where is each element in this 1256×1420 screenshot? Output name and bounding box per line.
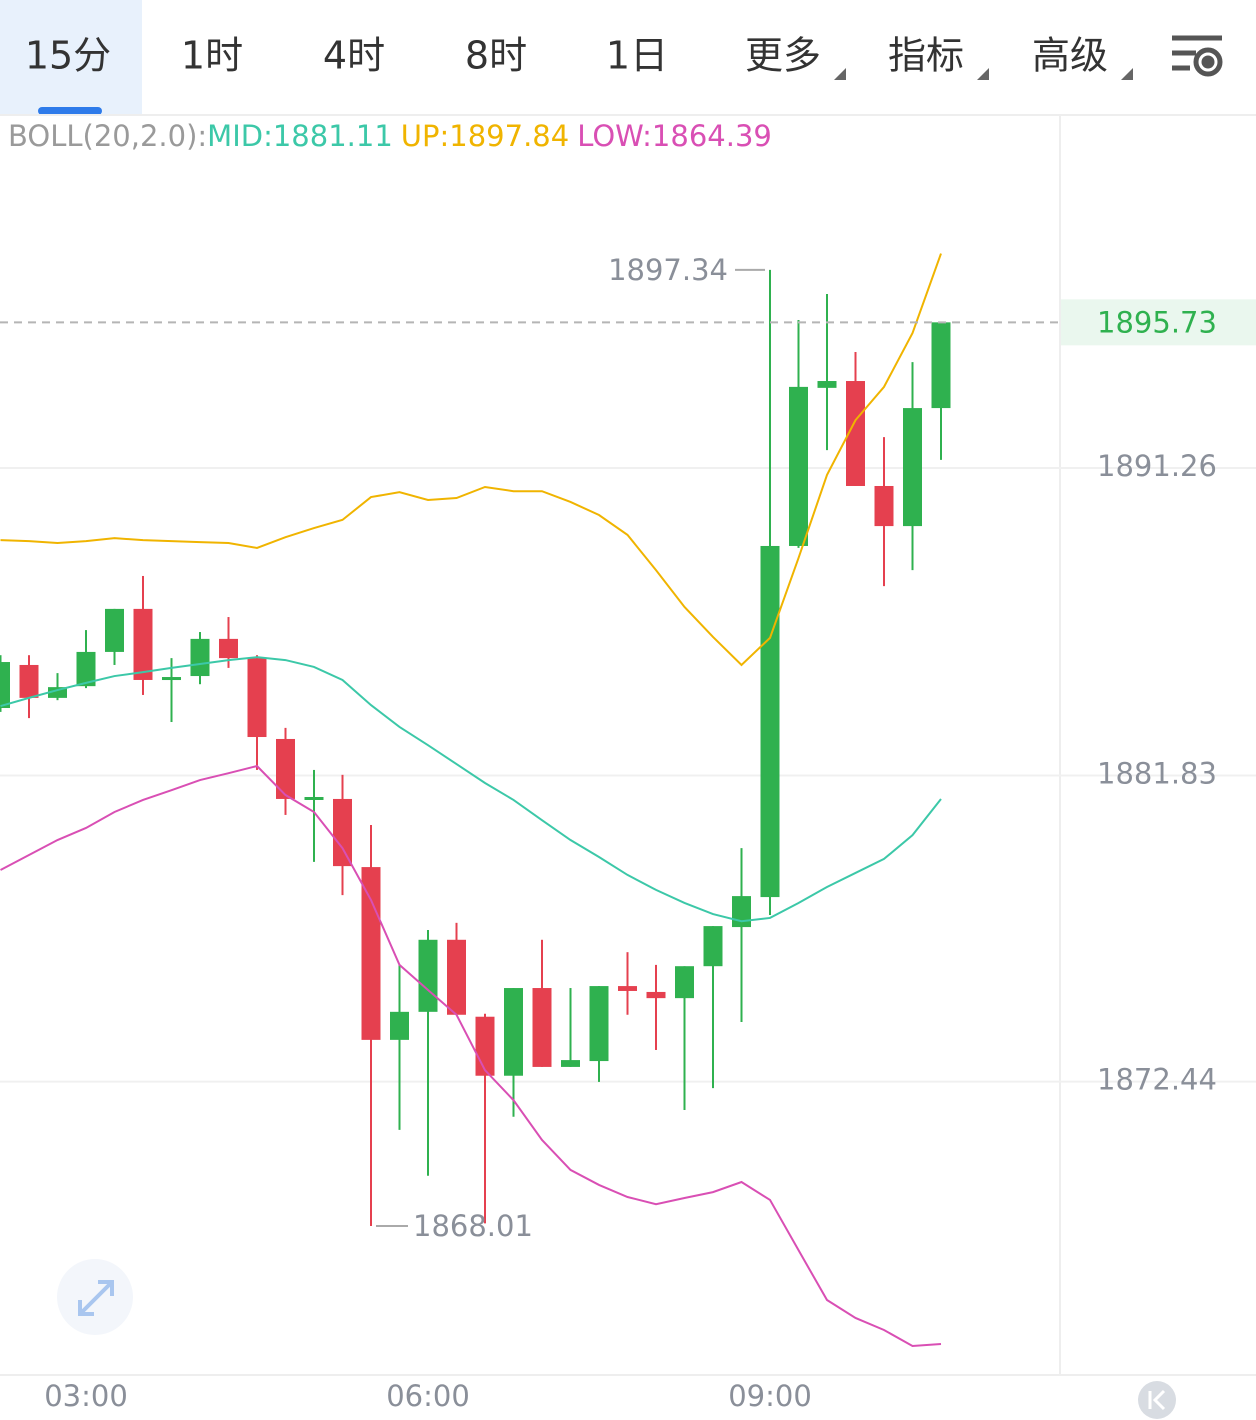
candle-body [931,322,951,409]
indicator-name: BOLL(20,2.0): [8,119,207,153]
candle-body [133,608,153,680]
candle-body [874,485,894,527]
tab[interactable]: 更多 [745,34,821,78]
plot [0,253,951,1348]
active-tab-indicator [38,107,102,115]
legend-value: 1881.11 [273,119,393,153]
candle-body [475,1016,495,1076]
candle-body [532,988,552,1067]
candle-body [219,638,238,659]
last-price-bg [1061,299,1256,346]
tab[interactable]: 15分 [25,34,111,78]
scroll-latest-button[interactable] [1138,1381,1176,1419]
candle-body [675,966,694,999]
x-tick-label: 03:00 [44,1379,128,1413]
candle-body [0,662,10,708]
candle-body [105,608,124,652]
candle-body [76,651,96,687]
boll-line [0,656,942,923]
tab[interactable]: 1日 [606,34,668,78]
candle-body [618,986,637,991]
legend-name: MID: [207,119,273,153]
candle-body [447,939,466,1015]
candle-body [703,926,723,967]
candle-body [333,798,352,867]
tab[interactable]: 1时 [181,34,243,78]
legend-name: UP: [401,119,449,153]
x-tick-label: 06:00 [386,1379,470,1413]
candle-body [732,896,751,928]
legend-name: LOW: [577,119,652,153]
tab[interactable]: 高级 [1032,34,1108,78]
candle-body [418,939,438,1012]
legend-value: 1897.84 [449,119,569,153]
expand-button[interactable] [57,1259,133,1335]
candle-body [304,796,324,800]
y-tick-label: 1891.26 [1097,449,1217,483]
y-tick-label: 1881.83 [1097,756,1217,790]
tab[interactable]: 4时 [323,34,385,78]
high-label: 1897.34 [608,253,728,287]
boll-line [0,253,942,667]
candle-body [789,386,808,546]
candle-body [247,658,267,738]
candle-body [589,986,609,1062]
settings-icon[interactable] [1172,35,1223,77]
candle-body [19,664,39,698]
candle-body [361,867,381,1040]
candle-body [48,687,67,698]
candle-body [646,991,666,999]
tab[interactable]: 8时 [465,34,527,78]
last-price-label: 1895.73 [1097,305,1217,339]
candle-body [276,738,295,799]
candle-body [504,988,523,1076]
active-tab-bg [0,0,142,115]
y-tick-label: 1872.44 [1097,1063,1217,1097]
indicator-legend: BOLL(20,2.0):MID:1881.11 UP:1897.84 LOW:18… [8,119,772,153]
boll-line [0,764,942,1348]
candle-body [190,638,210,677]
candle-body [817,381,837,388]
candle-body [903,408,922,527]
candle-body [162,677,181,681]
legend-value: 1864.39 [652,119,772,153]
low-label: 1868.01 [413,1209,533,1243]
x-tick-label: 09:00 [728,1379,812,1413]
tab[interactable]: 指标 [888,34,964,78]
candle-body [846,381,865,486]
candle-body [561,1060,580,1067]
candle-body [390,1011,409,1040]
dropdown-arrows [834,68,1133,80]
candle-body [760,545,780,898]
